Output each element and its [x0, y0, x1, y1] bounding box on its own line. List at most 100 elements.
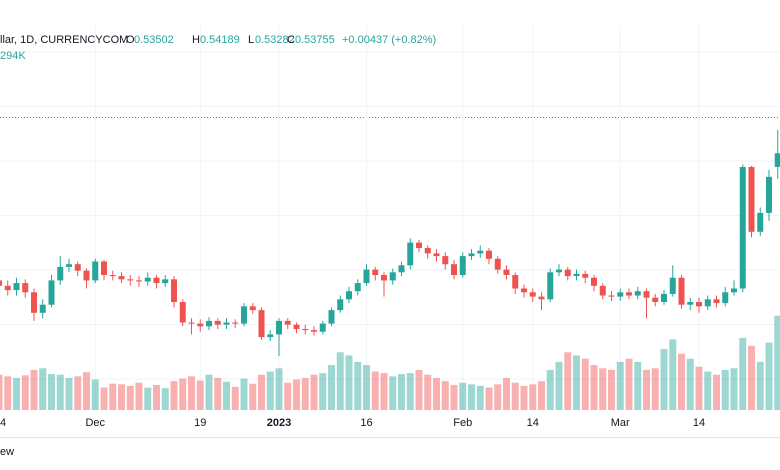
volume-bar — [284, 382, 292, 410]
candle-body — [241, 306, 247, 324]
volume-bar — [660, 349, 668, 410]
candle-body — [582, 273, 589, 278]
volume-bar — [686, 358, 694, 410]
volume-bar — [625, 358, 633, 410]
volume-bar — [56, 374, 64, 410]
volume-bar — [581, 358, 589, 410]
candle-body — [634, 291, 641, 296]
x-tick-label: 2023 — [267, 417, 291, 429]
candle-body — [127, 279, 134, 281]
volume-bar — [669, 339, 677, 410]
candle-body — [731, 288, 737, 293]
volume-bar — [599, 368, 607, 410]
close-label: C — [287, 34, 295, 46]
volume-bar — [573, 355, 580, 410]
candle-body — [284, 320, 291, 325]
symbol-label: llar, 1D, CURRENCYCOM — [0, 34, 128, 46]
candle-body — [564, 269, 571, 277]
volume-bar — [389, 376, 397, 410]
volume-bar — [258, 374, 265, 410]
volume-bar — [608, 369, 615, 410]
volume-bar — [83, 372, 90, 410]
volume-bar — [415, 369, 423, 410]
candle-body — [381, 275, 387, 281]
candle-body — [424, 248, 431, 254]
volume-bar — [643, 369, 650, 410]
grid — [0, 25, 780, 410]
candle-body — [608, 295, 615, 297]
volume-bar — [205, 374, 213, 410]
volume-bar — [371, 371, 379, 410]
candle-body — [626, 292, 632, 296]
volume-bar — [695, 366, 703, 410]
candle-body — [687, 302, 694, 305]
candle-body — [223, 322, 230, 325]
candle-body — [494, 258, 501, 270]
volume-bar — [546, 369, 554, 410]
volume-bar — [153, 384, 160, 410]
candle-body — [748, 167, 755, 232]
candle-body — [766, 176, 772, 213]
volume-value: 294K — [0, 50, 26, 62]
candle-body — [739, 167, 746, 289]
candle-body — [22, 283, 29, 293]
volume-bar — [433, 377, 440, 410]
candle-body — [652, 297, 659, 303]
volume-bar — [520, 385, 528, 410]
candle-body — [774, 153, 780, 167]
volume-bar — [161, 388, 169, 410]
candle-body — [354, 283, 361, 292]
volume-bar — [231, 386, 239, 410]
volume-bar — [380, 373, 388, 410]
volume-bar — [459, 382, 467, 410]
candle-body — [92, 261, 99, 281]
open-label: O — [126, 34, 135, 46]
volume-bar — [30, 369, 38, 410]
candle-body — [512, 275, 519, 289]
volume-bar — [223, 381, 230, 410]
volume-bar — [266, 371, 274, 410]
volume-bar — [424, 374, 432, 410]
volume-bar — [91, 379, 99, 410]
candle-body — [57, 266, 64, 281]
x-tick-label: Dec — [85, 417, 105, 429]
volume-bar — [275, 368, 283, 410]
volume-bar — [441, 381, 449, 410]
candle-body — [197, 323, 204, 327]
candle-body — [214, 320, 221, 325]
candle-body — [118, 276, 125, 280]
candle-body — [547, 272, 554, 300]
x-tick-label: Feb — [453, 417, 472, 429]
volume-bar — [476, 385, 484, 410]
candle-body — [696, 302, 702, 307]
candle-body — [31, 292, 37, 313]
volume-bar — [538, 381, 545, 410]
volume-bar — [468, 384, 475, 410]
volume-bar — [336, 352, 344, 410]
volume-bar — [135, 382, 143, 410]
volume-bar — [590, 365, 598, 410]
volume-bar — [721, 369, 729, 410]
volume-bar — [765, 342, 773, 410]
candle-body — [74, 264, 81, 271]
volume-bar — [4, 376, 12, 410]
volume-bar — [354, 361, 362, 410]
candle-body — [337, 299, 344, 311]
volume-bar — [39, 368, 47, 410]
candle-body — [713, 299, 720, 304]
candle-body — [276, 320, 282, 335]
candle-body — [704, 299, 711, 307]
volume-bar — [774, 315, 780, 410]
candle-body — [757, 212, 764, 232]
volume-bar — [170, 381, 178, 410]
candle-body — [206, 320, 212, 327]
candle-body — [643, 291, 650, 298]
volume-bar — [214, 377, 222, 410]
volume-bar — [100, 387, 108, 410]
volume-bar — [319, 373, 327, 410]
candle-body — [66, 264, 72, 267]
candle-body — [311, 330, 317, 332]
candle-body — [39, 304, 46, 313]
candle-body — [153, 277, 160, 284]
